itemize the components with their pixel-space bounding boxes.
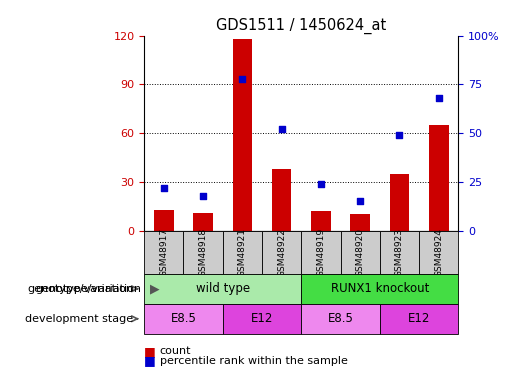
Text: GSM48919: GSM48919	[316, 228, 325, 277]
Text: GSM48924: GSM48924	[434, 228, 443, 277]
Bar	[301, 231, 340, 274]
Text: GSM48920: GSM48920	[356, 228, 365, 277]
Text: E8.5: E8.5	[170, 312, 196, 325]
Bar	[183, 231, 222, 274]
Bar	[419, 231, 458, 274]
Title: GDS1511 / 1450624_at: GDS1511 / 1450624_at	[216, 18, 386, 34]
Bar	[144, 274, 301, 304]
Bar	[429, 125, 449, 231]
Point	[435, 95, 443, 101]
Bar	[390, 174, 409, 231]
Bar	[350, 214, 370, 231]
Text: ▶: ▶	[142, 282, 159, 295]
Text: RUNX1 knockout: RUNX1 knockout	[331, 282, 429, 295]
Bar	[301, 304, 380, 334]
Text: GSM48922: GSM48922	[277, 228, 286, 277]
Point	[356, 198, 364, 204]
Bar	[222, 304, 301, 334]
Text: E12: E12	[408, 312, 430, 325]
Bar	[262, 231, 301, 274]
Point	[317, 181, 325, 187]
Bar	[311, 211, 331, 231]
Bar	[380, 304, 458, 334]
Text: development stage: development stage	[25, 314, 133, 324]
Bar	[222, 231, 262, 274]
Text: genotype/variation: genotype/variation	[36, 284, 142, 294]
Bar	[154, 210, 174, 231]
Bar	[301, 274, 458, 304]
Point	[278, 126, 286, 132]
Text: GSM48918: GSM48918	[199, 228, 208, 277]
Text: ■: ■	[144, 345, 156, 358]
Bar	[144, 304, 222, 334]
Text: GSM48917: GSM48917	[159, 228, 168, 277]
Point	[396, 132, 404, 138]
Bar	[380, 231, 419, 274]
Text: GSM48923: GSM48923	[395, 228, 404, 277]
Point	[199, 192, 207, 198]
Bar	[144, 231, 183, 274]
Bar	[193, 213, 213, 231]
Bar	[340, 231, 380, 274]
Bar	[272, 169, 291, 231]
Bar	[233, 39, 252, 231]
Point	[160, 185, 168, 191]
Text: wild type: wild type	[196, 282, 250, 295]
Text: ■: ■	[144, 354, 156, 367]
Text: percentile rank within the sample: percentile rank within the sample	[160, 356, 348, 366]
Text: E8.5: E8.5	[328, 312, 353, 325]
Text: E12: E12	[251, 312, 273, 325]
Point	[238, 75, 247, 81]
Text: count: count	[160, 346, 191, 356]
Text: genotype/variation: genotype/variation	[27, 284, 133, 294]
Text: GSM48921: GSM48921	[238, 228, 247, 277]
